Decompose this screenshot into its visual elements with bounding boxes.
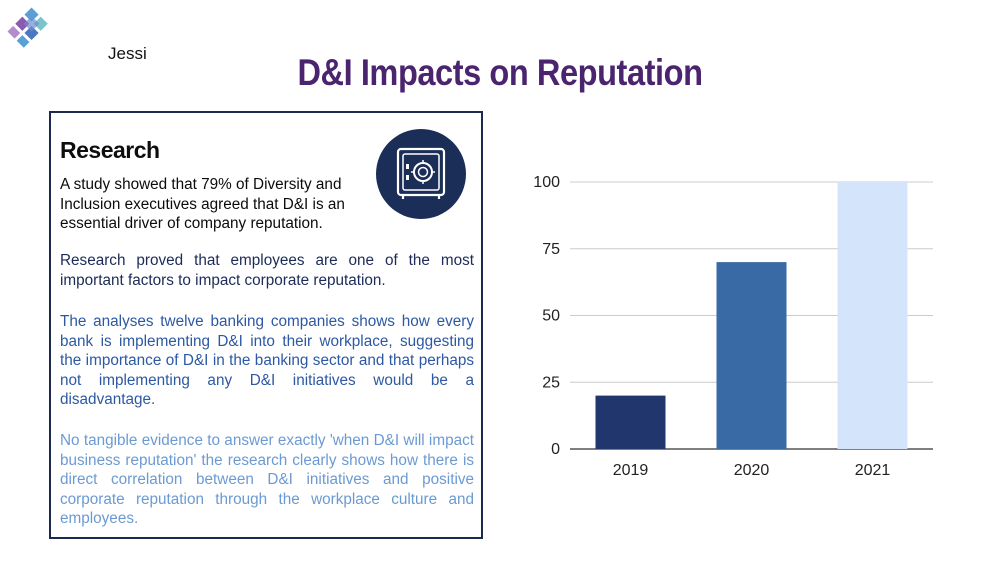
- bar-2020: [716, 262, 787, 449]
- safe-vault-icon: [376, 129, 466, 219]
- bar-2021: [837, 182, 908, 449]
- research-paragraph-3: The analyses twelve banking companies sh…: [60, 313, 474, 409]
- x-tick-label-2020: 2020: [734, 462, 770, 479]
- y-tick-label-25: 25: [542, 374, 560, 391]
- reputation-bar-chart: 0 25 50 75 100 2019 2020 2021: [520, 160, 960, 490]
- y-tick-label-0: 0: [551, 441, 560, 458]
- x-tick-label-2021: 2021: [855, 462, 891, 479]
- x-tick-label-2019: 2019: [613, 462, 649, 479]
- research-card: Research A study showed that 79% of Dive…: [49, 111, 483, 539]
- research-paragraph-1: A study showed that 79% of Diversity and…: [60, 176, 345, 233]
- research-paragraph-2: Research proved that employees are one o…: [60, 252, 474, 289]
- page-title: D&I Impacts on Reputation: [297, 52, 703, 93]
- research-paragraph-4: No tangible evidence to answer exactly '…: [60, 432, 474, 528]
- card-heading: Research: [60, 137, 160, 163]
- y-tick-label-50: 50: [542, 308, 560, 325]
- y-tick-label-75: 75: [542, 241, 560, 258]
- author-name: Jessi: [108, 44, 147, 63]
- y-tick-label-100: 100: [533, 174, 560, 191]
- bar-2019: [595, 395, 666, 449]
- company-logo-icon: [2, 2, 54, 54]
